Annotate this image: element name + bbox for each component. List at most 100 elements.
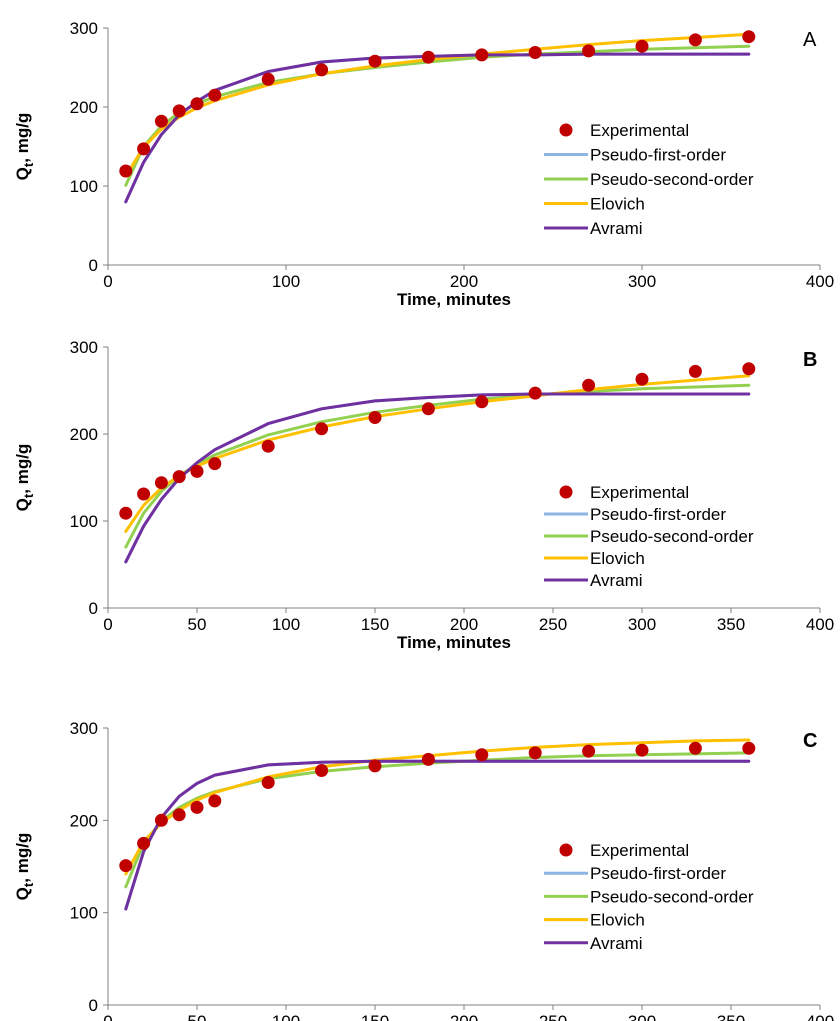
data-point	[475, 395, 489, 409]
data-point	[261, 776, 275, 789]
data-point	[315, 63, 329, 77]
legend-label: Experimental	[590, 121, 689, 140]
panel-label: B	[803, 349, 817, 371]
y-axis-label-main: Q	[13, 887, 32, 900]
x-tick-label: 250	[539, 1012, 567, 1021]
legend-item: Avrami	[544, 571, 643, 590]
data-point	[172, 808, 186, 822]
legend-label: Elovich	[590, 549, 645, 568]
x-tick-label: 100	[272, 272, 300, 291]
data-point	[582, 744, 596, 758]
data-point	[315, 764, 329, 777]
x-tick-label: 50	[188, 1012, 207, 1021]
y-tick-label: 200	[70, 425, 98, 444]
data-point	[582, 378, 596, 392]
x-tick-label: 50	[188, 615, 207, 634]
legend-label: Avrami	[590, 219, 643, 238]
y-tick-label: 100	[70, 177, 98, 196]
legend-item: Elovich	[544, 911, 645, 930]
data-point	[190, 464, 204, 478]
legend-item: Pseudo-first-order	[544, 864, 726, 883]
y-tick-label: 0	[89, 256, 98, 275]
legend-marker	[559, 485, 573, 499]
legend-label: Pseudo-second-order	[590, 170, 754, 189]
legend-label: Avrami	[590, 571, 643, 590]
y-tick-label: 300	[70, 338, 98, 357]
data-point	[137, 142, 151, 156]
x-tick-label: 0	[103, 1012, 112, 1021]
data-point	[742, 362, 756, 376]
x-tick-label: 100	[272, 615, 300, 634]
data-point	[190, 97, 204, 111]
legend-item: Elovich	[544, 195, 645, 214]
x-tick-label: 0	[103, 615, 112, 634]
x-tick-label: 300	[628, 272, 656, 291]
x-axis-label: Time, minutes	[397, 633, 511, 652]
x-tick-label: 100	[272, 1012, 300, 1021]
legend-label: Pseudo-first-order	[590, 864, 726, 883]
x-tick-label: 300	[628, 615, 656, 634]
legend-label: Elovich	[590, 195, 645, 214]
panel-label: A	[803, 29, 817, 51]
series-line-pseudo-second-order	[124, 751, 751, 889]
data-point	[528, 386, 542, 400]
legend-item: Pseudo-second-order	[544, 887, 754, 906]
legend-item: Elovich	[544, 549, 645, 568]
legend-label: Pseudo-first-order	[590, 505, 726, 524]
data-point	[154, 114, 168, 128]
y-axis-label-unit: , mg/g	[13, 833, 32, 883]
data-point	[172, 104, 186, 118]
y-axis-label-subscript: t	[21, 882, 36, 887]
series-line-elovich	[124, 738, 751, 876]
x-tick-label: 400	[806, 272, 834, 291]
x-axis-label: Time, minutes	[397, 290, 511, 309]
legend-item: Pseudo-first-order	[544, 505, 726, 524]
panel-label: C	[803, 730, 817, 752]
x-tick-label: 300	[628, 1012, 656, 1021]
data-point	[635, 39, 649, 53]
data-point	[635, 743, 649, 757]
y-tick-label: 0	[89, 599, 98, 618]
y-tick-label: 200	[70, 98, 98, 117]
data-point	[688, 741, 702, 755]
data-point	[475, 748, 489, 762]
legend-label: Avrami	[590, 934, 643, 953]
data-point	[119, 506, 133, 520]
legend-item: Pseudo-first-order	[544, 146, 726, 165]
y-axis-label-unit: , mg/g	[13, 444, 32, 494]
legend-item: Pseudo-second-order	[544, 527, 754, 546]
x-tick-label: 400	[806, 615, 834, 634]
data-point	[137, 836, 151, 850]
y-axis-label: Qt, mg/g	[13, 444, 36, 512]
legend: Experimental Pseudo-first-order Pseudo-sec…	[544, 483, 754, 590]
data-point	[208, 457, 222, 471]
legend-label: Experimental	[590, 483, 689, 502]
y-axis-label-main: Q	[13, 167, 32, 180]
data-point	[137, 487, 151, 501]
data-point	[582, 44, 596, 58]
data-point	[528, 746, 542, 760]
y-tick-label: 200	[70, 811, 98, 830]
legend: Experimental Pseudo-first-order Pseudo-sec…	[544, 121, 754, 238]
x-tick-label: 200	[450, 1012, 478, 1021]
data-point	[688, 33, 702, 47]
x-tick-label: 150	[361, 615, 389, 634]
data-point	[119, 164, 133, 178]
series-line-elovich	[124, 374, 751, 533]
legend-label: Elovich	[590, 911, 645, 930]
x-tick-label: 400	[806, 1012, 834, 1021]
y-axis-label-main: Q	[13, 498, 32, 511]
data-point	[368, 54, 382, 68]
data-point	[190, 800, 204, 814]
y-tick-label: 300	[70, 719, 98, 738]
x-tick-label: 350	[717, 615, 745, 634]
data-point	[528, 46, 542, 59]
data-point	[421, 402, 435, 416]
y-axis-label-subscript: t	[21, 162, 36, 167]
data-point	[154, 476, 168, 490]
x-tick-label: 200	[450, 615, 478, 634]
legend-item: Experimental	[559, 483, 689, 502]
y-tick-label: 100	[70, 904, 98, 923]
legend-item: Avrami	[544, 219, 643, 238]
